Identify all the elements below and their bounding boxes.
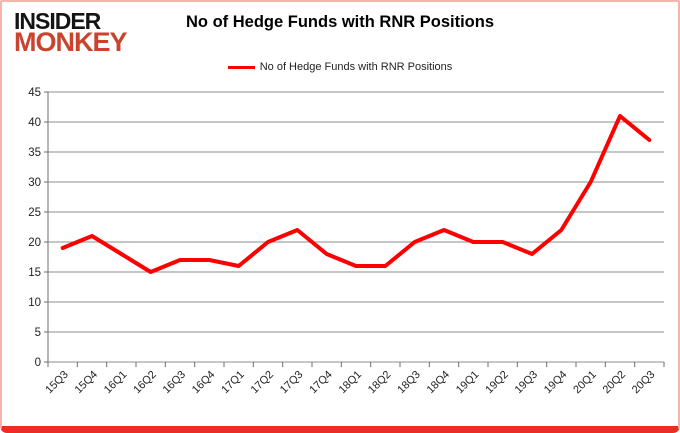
x-axis-tick-label: 19Q4 xyxy=(542,369,570,397)
y-axis-tick-label: 30 xyxy=(28,177,41,189)
series-line xyxy=(60,114,652,274)
x-axis-tick-label: 17Q2 xyxy=(249,369,277,397)
legend: No of Hedge Funds with RNR Positions xyxy=(2,61,678,73)
chart-title: No of Hedge Funds with RNR Positions xyxy=(186,13,494,31)
x-axis-tick-label: 16Q4 xyxy=(190,369,218,397)
logo-text-monkey: MONKEY xyxy=(14,27,128,58)
x-axis-tick-label: 20Q2 xyxy=(601,369,629,397)
x-axis-tick-label: 16Q2 xyxy=(131,369,159,397)
y-axis-tick-label: 25 xyxy=(28,207,41,219)
legend-line-swatch xyxy=(227,65,255,69)
x-axis-tick-label: 19Q2 xyxy=(483,369,511,397)
x-axis-tick-label: 19Q1 xyxy=(454,369,482,397)
x-axis-tick-label: 18Q1 xyxy=(337,369,365,397)
y-axis-tick-label: 45 xyxy=(28,87,41,99)
y-axis-tick-label: 10 xyxy=(28,297,41,309)
x-axis-tick-label: 15Q3 xyxy=(43,369,71,397)
plot-area: 0 5 10 15 20 25 30 35 40 45 15Q3 15Q4 16Q1 16Q2 16Q3 16… xyxy=(28,87,665,397)
insider-monkey-logo: INSIDER MONKEY xyxy=(14,8,128,58)
x-axis-tick-label: 20Q3 xyxy=(630,369,658,397)
x-axis-tick-label: 15Q4 xyxy=(73,369,101,397)
x-axis-tick-label: 18Q2 xyxy=(366,369,394,397)
x-axis-tick-label: 20Q1 xyxy=(571,369,599,397)
y-axis-tick-label: 5 xyxy=(35,327,41,339)
x-axis-tick-label: 17Q3 xyxy=(278,369,306,397)
y-axis-tick-label: 15 xyxy=(28,267,41,279)
y-axis-tick-label: 20 xyxy=(28,237,41,249)
y-axis-tick-label: 35 xyxy=(28,147,41,159)
legend-label: No of Hedge Funds with RNR Positions xyxy=(259,61,453,73)
x-axis-tick-label: 16Q1 xyxy=(102,369,130,397)
x-axis-tick-label: 17Q1 xyxy=(219,369,247,397)
x-axis-tick-label: 17Q4 xyxy=(307,369,335,397)
x-axis-tick-label: 16Q3 xyxy=(161,369,189,397)
logo-text-insider: INSIDER xyxy=(14,8,101,34)
y-axis-tick-label: 40 xyxy=(28,117,41,129)
x-axis-tick-label: 18Q3 xyxy=(395,369,423,397)
x-axis-tick-label: 19Q3 xyxy=(513,369,541,397)
y-axis-tick-label: 0 xyxy=(35,357,41,369)
x-axis-tick-label: 18Q4 xyxy=(425,369,453,397)
